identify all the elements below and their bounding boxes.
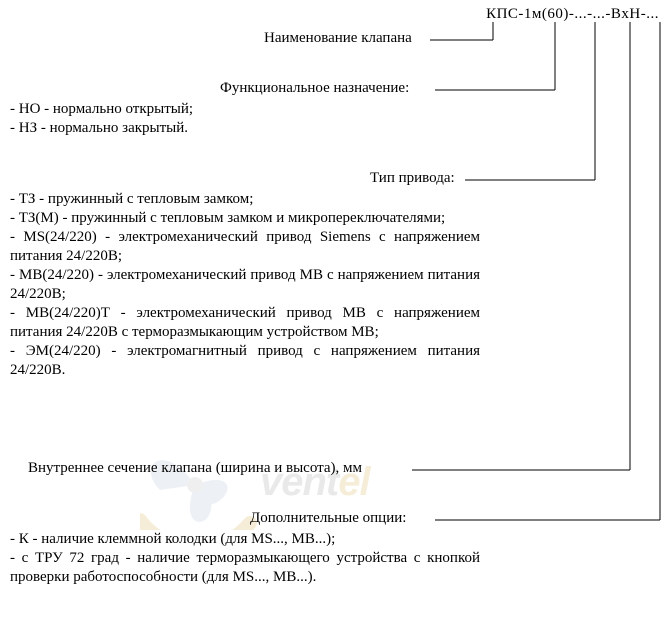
heading-options: Дополнительные опции: (250, 510, 406, 527)
code-seg1: ... (574, 6, 587, 23)
heading-func: Функциональное назначение: (220, 80, 409, 97)
heading-drive: Тип привода: (370, 170, 455, 187)
body-func: - НО - нормально открытый;- НЗ - нормаль… (10, 100, 480, 138)
body-drive: - ТЗ - пружинный с тепловым замком;- ТЗ(… (10, 190, 480, 380)
code-seg2: ... (593, 6, 606, 23)
code-seg4: ... (646, 6, 659, 23)
code-prefix: КПС-1м(60)- (486, 6, 574, 23)
heading-naming: Наименование клапана (264, 30, 412, 47)
product-code: КПС-1м(60)-...-...-ВxН-... (486, 6, 659, 23)
code-seg3: ВxН (611, 6, 641, 23)
body-options: - К - наличие клеммной колодки (для MS..… (10, 530, 480, 587)
fan-icon (140, 440, 260, 530)
heading-section: Внутреннее сечение клапана (ширина и выс… (28, 460, 362, 477)
